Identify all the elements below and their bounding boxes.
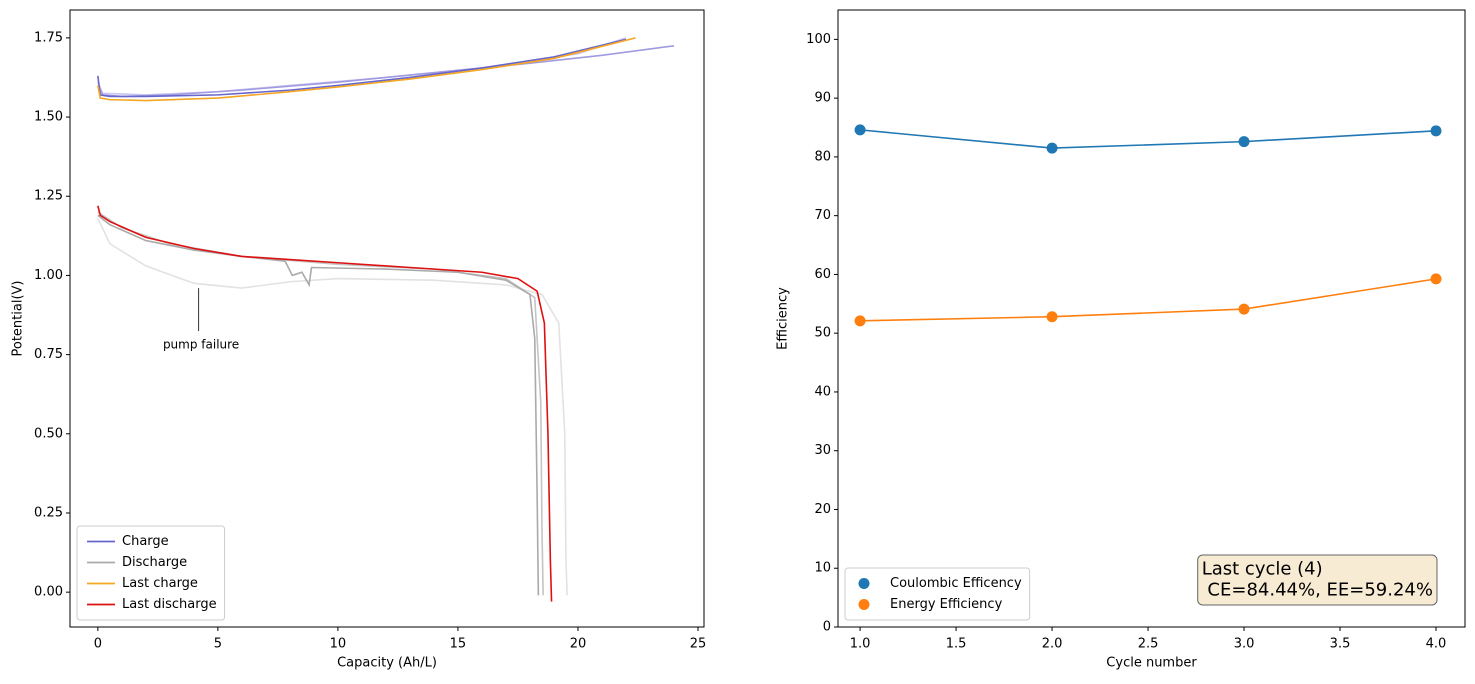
y-tick-label: 100	[806, 32, 831, 47]
legend-label: Discharge	[122, 555, 187, 570]
y-tick-label: 1.25	[34, 189, 63, 204]
series-line	[97, 205, 553, 602]
y-tick-label: 0.00	[34, 585, 63, 600]
point	[1238, 303, 1250, 315]
legend-marker	[858, 599, 870, 610]
y-tick-label: 1.75	[34, 30, 63, 45]
y-tick-label: 1.50	[34, 110, 63, 125]
point	[1046, 311, 1058, 323]
y-tick-label: 50	[814, 326, 831, 341]
point	[1430, 125, 1442, 137]
x-tick-label: 3.5	[1330, 637, 1351, 652]
y-tick-label: 80	[814, 149, 831, 164]
x-tick-label: 10	[330, 637, 347, 652]
y-tick-label: 0.25	[34, 505, 63, 520]
subplot: 1.0 1.5 2.0 2.5 3.0 3.5 4.0 0 10 20 30 40 50 60 70 80 90…	[776, 9, 1466, 671]
y-tick-label: 20	[814, 502, 831, 517]
point	[1046, 142, 1058, 154]
y-axis-label: Efficiency	[776, 287, 791, 350]
y-tick-label: 10	[814, 561, 831, 576]
point	[854, 124, 866, 136]
legend-frame	[76, 525, 226, 621]
series-line	[97, 214, 540, 596]
legend-marker	[858, 578, 870, 589]
plot-frame	[837, 9, 1466, 628]
x-tick-label: 3.0	[1234, 637, 1255, 652]
x-axis-label: Cycle number	[1106, 656, 1197, 671]
x-tick-label: 2.5	[1138, 637, 1159, 652]
y-tick-label: 70	[814, 208, 831, 223]
point	[1238, 136, 1250, 148]
x-tick-label: 1.5	[946, 637, 967, 652]
legend-label: Charge	[122, 534, 169, 549]
legend: Charge Discharge Last charge Last discharge	[76, 525, 226, 621]
subplot: 0 5 10 15 20 25 0.00 0.25 0.50 0.75 1.00 1.25 1.50 1.…	[11, 9, 707, 671]
y-tick-label: 60	[814, 267, 831, 282]
legend-label: Last charge	[122, 576, 198, 591]
annotation: pump failure	[163, 338, 239, 352]
x-tick-label: 20	[570, 637, 587, 652]
legend-label: Last discharge	[122, 597, 217, 612]
y-tick-label: 30	[814, 443, 831, 458]
x-tick-label: 1.0	[850, 637, 871, 652]
legend-label: Energy Efficiency	[890, 597, 1003, 612]
x-tick-label: 4.0	[1426, 637, 1447, 652]
x-tick-label: 15	[450, 637, 467, 652]
y-tick-label: 90	[814, 91, 831, 106]
series-line	[97, 38, 627, 98]
series-line	[97, 44, 675, 98]
x-axis-label: Capacity (Ah/L)	[337, 656, 437, 671]
series-line	[97, 218, 568, 596]
plot-frame	[69, 9, 705, 628]
text-box-line: CE=84.44%, EE=59.24%	[1202, 580, 1433, 601]
series-line	[860, 278, 1437, 322]
legend-label: Coulombic Efficency	[890, 576, 1022, 591]
text-box-frame	[1197, 554, 1438, 606]
text-box-line: Last cycle (4)	[1202, 559, 1323, 580]
series-line	[97, 37, 636, 102]
y-tick-label: 0	[823, 620, 831, 635]
text-box: Last cycle (4) CE=84.44%, EE=59.24%	[1197, 554, 1438, 606]
y-tick-label: 40	[814, 384, 831, 399]
y-tick-label: 1.00	[34, 268, 63, 283]
y-tick-label: 0.50	[34, 426, 63, 441]
x-tick-label: 25	[690, 637, 707, 652]
legend-frame	[844, 567, 1031, 621]
y-tick-label: 0.75	[34, 347, 63, 362]
x-tick-label: 5	[214, 637, 222, 652]
x-tick-label: 2.0	[1042, 637, 1063, 652]
series-line	[97, 37, 627, 96]
legend: Coulombic Efficency Energy Efficiency	[844, 567, 1031, 621]
series-line	[860, 129, 1437, 149]
point	[854, 315, 866, 327]
x-tick-label: 0	[94, 637, 102, 652]
point	[1430, 273, 1442, 285]
y-axis-label: Potential(V)	[11, 281, 26, 357]
